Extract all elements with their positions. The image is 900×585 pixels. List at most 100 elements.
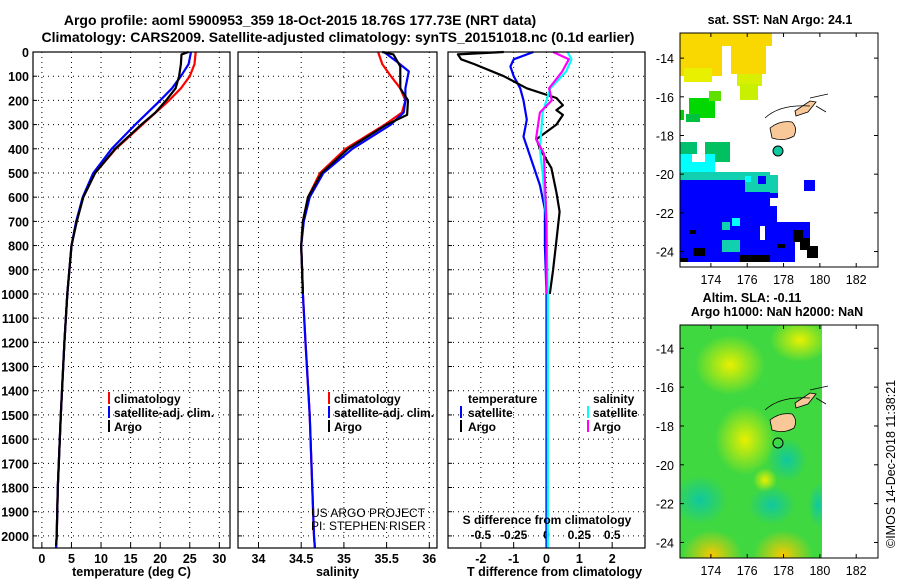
- lat-tick-label: -16: [656, 381, 674, 395]
- x-tick-label: 25: [183, 552, 197, 566]
- legend-swatch-s-satellite: [587, 406, 589, 418]
- lon-tick-label: 178: [773, 273, 794, 287]
- lat-tick-label: -18: [656, 129, 674, 143]
- legend-label-s-satellite: satellite: [593, 406, 638, 420]
- legend-swatch-climatology: [108, 392, 110, 404]
- legend-label-argo: Argo: [114, 420, 142, 434]
- sst-map-axes: 174 176 178 180 182 -14 -16 -18 -20 -22 -24: [656, 33, 878, 287]
- s-difference-axis-label: S difference from climatology: [463, 513, 632, 527]
- x2-tick-label: -0.25: [500, 528, 528, 542]
- x-axis-label: salinity: [316, 565, 359, 579]
- x-axis-label: T difference from climatology: [467, 565, 642, 579]
- sst-pixels: [680, 33, 818, 262]
- depth-tick-label: 800: [8, 240, 29, 254]
- lat-tick-label: -22: [656, 498, 674, 512]
- lat-tick-label: -24: [656, 246, 674, 260]
- x2-tick-label: 0.25: [568, 528, 592, 542]
- x-tick-label: 10: [94, 552, 108, 566]
- series-line-argo: [534, 51, 570, 294]
- lon-tick-label: 176: [737, 273, 758, 287]
- lat-tick-label: -16: [656, 91, 674, 105]
- lat-tick-label: -22: [656, 207, 674, 221]
- plot-frame: [237, 51, 438, 549]
- depth-tick-label: 200: [8, 94, 29, 108]
- x-axis-label: temperature (deg C): [72, 565, 191, 579]
- x-tick-label: 5: [68, 552, 75, 566]
- depth-tick-label: 1500: [1, 409, 29, 423]
- legend-swatch-satellite: [328, 406, 330, 418]
- fiji-land-icon: [764, 385, 829, 449]
- x-tick-label: 0: [543, 552, 550, 566]
- legend-title-salinity: salinity: [593, 392, 635, 406]
- legend-label-t-argo: Argo: [468, 420, 496, 434]
- depth-tick-label: 600: [8, 191, 29, 205]
- lat-tick-label: -20: [656, 459, 674, 473]
- depth-tick-label: 1600: [1, 433, 29, 447]
- lon-tick-label: 176: [737, 564, 758, 578]
- imos-credit: ©IMOS 14-Dec-2018 11:38:21: [884, 380, 898, 548]
- series-line-satellite-adj-clim-: [55, 51, 193, 549]
- legend-label-s-argo: Argo: [593, 420, 621, 434]
- depth-tick-label: 1800: [1, 482, 29, 496]
- difference-legend: temperature satellite Argo salinity sate…: [460, 392, 638, 434]
- legend-swatch-climatology: [328, 392, 330, 404]
- title-line-1: Argo profile: aoml 5900953_359 18-Oct-20…: [64, 12, 536, 28]
- depth-tick-label: 1200: [1, 336, 29, 350]
- legend-label-argo: Argo: [334, 420, 362, 434]
- x-tick-label: 20: [153, 552, 167, 566]
- argo-float-location: [772, 437, 784, 449]
- x-tick-label: -2: [475, 552, 486, 566]
- legend-swatch-argo: [108, 420, 110, 432]
- lon-tick-label: 174: [700, 564, 721, 578]
- depth-tick-label: 1900: [1, 506, 29, 520]
- x-tick-label: 34: [252, 552, 266, 566]
- sst-map: [680, 33, 829, 262]
- series-line-argo: [456, 50, 565, 295]
- legend-label-climatology: climatology: [334, 392, 401, 406]
- lat-tick-label: -20: [656, 168, 674, 182]
- depth-tick-label: 100: [8, 70, 29, 84]
- x2-tick-label: 0.5: [604, 528, 621, 542]
- depth-tick-label: 2000: [1, 530, 29, 544]
- plot-frame: [32, 51, 231, 549]
- fiji-land-icon: [764, 93, 829, 157]
- x-tick-label: -1: [508, 552, 519, 566]
- sst-map-title: sat. SST: NaN Argo: 24.1: [708, 13, 853, 27]
- sla-map-title-1: Altim. SLA: -0.11: [703, 291, 802, 305]
- legend-swatch-s-argo: [587, 420, 589, 432]
- x-tick-label: 15: [124, 552, 138, 566]
- lon-tick-label: 180: [809, 273, 830, 287]
- sla-map-axes: 174 176 178 180 182 -14 -16 -18 -20 -22 -24: [656, 325, 878, 578]
- depth-tick-label: 500: [8, 167, 29, 181]
- temperature-panel: 0 5 10 15 20 25 30 temperature (deg C): [32, 50, 231, 579]
- lon-tick-label: 182: [846, 564, 867, 578]
- lon-tick-label: 180: [809, 564, 830, 578]
- series-line-argo: [300, 50, 410, 295]
- legend-swatch-argo: [328, 420, 330, 432]
- depth-tick-label: 700: [8, 215, 29, 229]
- depth-tick-label: 1300: [1, 361, 29, 375]
- legend-label-t-satellite: satellite: [468, 406, 513, 420]
- depth-tick-label: 400: [8, 143, 29, 157]
- series-line-satellite-adj-clim-: [300, 51, 410, 549]
- x2-tick-label: -0.5: [470, 528, 491, 542]
- legend-swatch-t-argo: [460, 420, 462, 432]
- lat-tick-label: -18: [656, 420, 674, 434]
- x-tick-label: 0: [38, 552, 45, 566]
- depth-tick-label: 1000: [1, 288, 29, 302]
- legend-swatch-satellite: [108, 406, 110, 418]
- x-tick-label: 1: [576, 552, 583, 566]
- legend-label-climatology: climatology: [114, 392, 181, 406]
- salinity-panel: 34 34.5 35 35.5 36 salinity: [237, 50, 438, 579]
- credit-project: US ARGO PROJECT: [311, 506, 426, 520]
- depth-tick-label: 900: [8, 264, 29, 278]
- argo-float-location: [772, 145, 784, 157]
- sla-map: [680, 325, 822, 558]
- x-tick-label: 35.5: [374, 552, 398, 566]
- sla-map-frame: [679, 324, 879, 559]
- temperature-legend: climatology satellite-adj. clim. Argo: [108, 392, 214, 434]
- series-line-satellite: [509, 50, 548, 548]
- lat-tick-label: -14: [656, 342, 674, 356]
